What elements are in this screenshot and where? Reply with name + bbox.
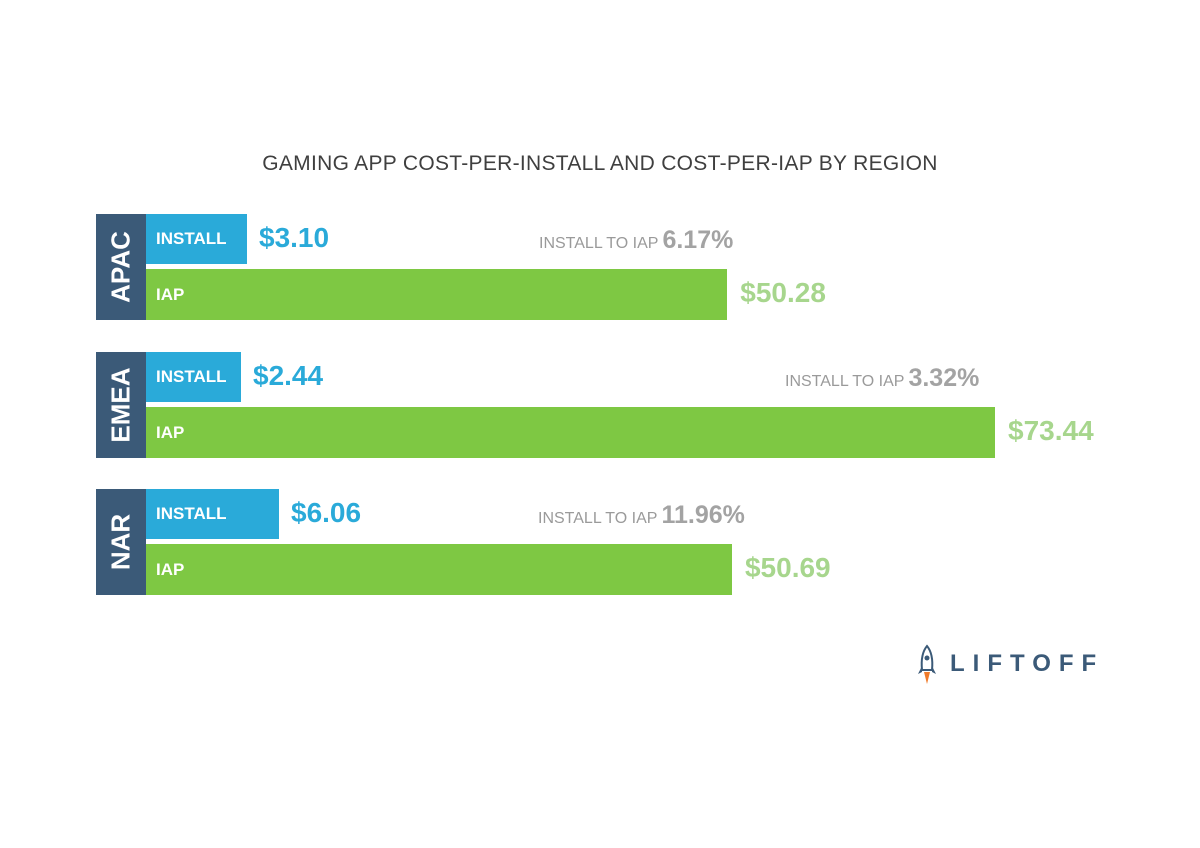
iap-value-label: $73.44 (1008, 415, 1094, 446)
region-group-nar: NAR INSTALL $6.06 INSTALL TO IAP 11.96% IAP $5… (96, 489, 1156, 595)
install-value-label: $6.06 (291, 497, 362, 528)
install-bar: INSTALL (146, 214, 247, 264)
install-bar: INSTALL (146, 352, 241, 402)
liftoff-logo: LIFTOFF (916, 644, 1106, 688)
install-to-iap-ratio: INSTALL TO IAP 11.96% (538, 501, 745, 530)
install-to-iap-ratio: INSTALL TO IAP 3.32% (785, 364, 979, 393)
iap-bar: IAP (146, 269, 728, 320)
ratio-label: INSTALL TO IAP (785, 373, 905, 390)
iap-bar: IAP (146, 544, 732, 595)
region-group-emea: EMEA INSTALL $2.44 INSTALL TO IAP 3.32% IAP $7… (96, 352, 1156, 458)
region-label-box: APAC (96, 214, 146, 320)
logo-wordmark: LIFTOFF (950, 650, 1105, 677)
iap-value-label: $50.69 (744, 552, 831, 583)
ratio-label: INSTALL TO IAP (538, 510, 658, 527)
rocket-icon (918, 644, 936, 684)
region-group-apac: APAC INSTALL $3.10 INSTALL TO IAP 6.17% IAP $5… (96, 214, 1156, 320)
iap-value-label: $50.28 (740, 277, 826, 308)
ratio-percent: 11.96% (661, 501, 745, 529)
ratio-percent: 3.32% (908, 364, 980, 392)
region-label: APAC (105, 231, 136, 303)
install-value-label: $3.10 (259, 222, 330, 253)
chart-title: GAMING APP COST-PER-INSTALL AND COST-PER… (262, 152, 938, 175)
ratio-percent: 6.17% (662, 226, 734, 254)
region-label: EMEA (105, 367, 136, 443)
install-to-iap-ratio: INSTALL TO IAP 6.17% (539, 226, 733, 255)
region-label-box: EMEA (96, 352, 146, 458)
iap-bar: IAP (146, 407, 995, 458)
region-label-box: NAR (96, 489, 146, 595)
ratio-label: INSTALL TO IAP (539, 235, 659, 252)
install-value-label: $2.44 (253, 360, 324, 391)
install-bar: INSTALL (146, 489, 279, 539)
region-label: NAR (105, 513, 136, 571)
